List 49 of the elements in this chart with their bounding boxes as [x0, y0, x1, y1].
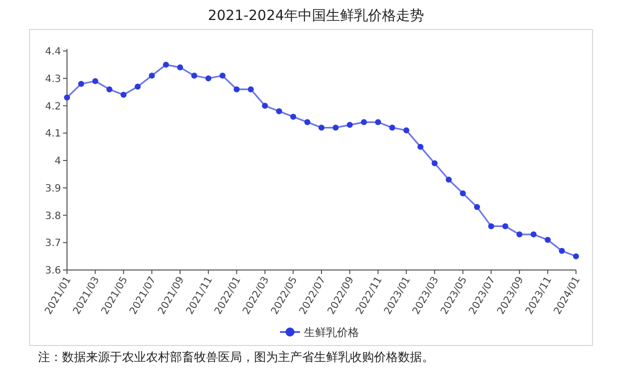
legend-label: 生鲜乳价格: [304, 326, 359, 339]
point: [544, 236, 551, 243]
point: [248, 86, 254, 92]
point: [432, 160, 438, 166]
point: [205, 75, 212, 82]
point: [262, 102, 268, 109]
point: [220, 72, 226, 79]
point: [375, 119, 382, 126]
text: 注：数据来源于农业农村部畜牧兽医局，图为主产省生鲜乳收购价格数据。: [38, 350, 434, 364]
y-tick-label: 3.6: [45, 266, 61, 276]
point: [191, 72, 198, 79]
point: [403, 127, 410, 134]
y-tick-label: 4.4: [45, 46, 61, 58]
point: [177, 64, 184, 70]
point: [460, 190, 466, 196]
point: [417, 144, 424, 150]
y-tick-label: 3.9: [45, 183, 61, 194]
y-tick-label: 4.1: [45, 128, 61, 140]
point: [516, 231, 522, 238]
point: [148, 72, 155, 79]
y-tick-label: 4.3: [45, 74, 61, 85]
point: [92, 78, 98, 84]
point: [530, 231, 537, 238]
point: [120, 92, 127, 98]
y-tick-label: 3.7: [45, 238, 61, 250]
point: [78, 80, 84, 87]
point: [360, 119, 367, 126]
point: [106, 86, 112, 92]
point: [488, 223, 494, 230]
y-tick-label: 3.8: [45, 210, 61, 222]
chart-title: 2021-2024年中国生鲜乳价格走势: [208, 8, 424, 24]
point: [332, 124, 339, 131]
point: [318, 124, 324, 131]
point: [573, 253, 579, 260]
point: [474, 204, 480, 210]
point: [276, 108, 282, 114]
point: [389, 124, 396, 131]
point: [446, 176, 452, 183]
point: [234, 86, 240, 92]
point: [346, 122, 353, 128]
point: [64, 94, 70, 101]
point: [558, 248, 565, 254]
point: [502, 223, 508, 230]
y-tick-label: 4.2: [45, 101, 61, 112]
point: [134, 84, 141, 90]
point: [162, 62, 169, 68]
point: [290, 114, 296, 120]
y-tick-label: 4: [54, 156, 61, 167]
point: [304, 119, 310, 126]
